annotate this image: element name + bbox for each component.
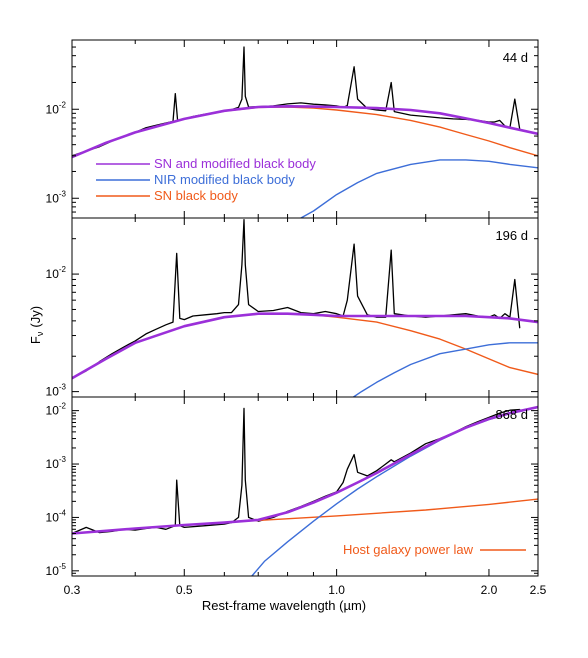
epoch-label: 196 d: [495, 228, 528, 243]
y-tick-mantissa: 10: [46, 102, 60, 116]
y-tick-mantissa: 10: [46, 385, 60, 399]
epoch-label: 44 d: [503, 50, 528, 65]
series-combined-line: [72, 312, 538, 380]
y-axis-label: Fν (Jy): [28, 306, 45, 344]
panel-2-frame: [71, 217, 539, 398]
y-tick-mantissa: 10: [46, 267, 60, 281]
y-tick-label: 10-3: [46, 455, 67, 471]
x-tick-label: 1.0: [328, 583, 345, 597]
y-tick-label: 10-4: [46, 508, 67, 524]
y-tick-exponent: -3: [59, 189, 67, 198]
x-tick-label: 2.0: [481, 583, 498, 597]
y-tick-label: 10-2: [46, 100, 67, 116]
y-tick-exponent: -2: [59, 265, 67, 274]
y-tick-label: 10-3: [46, 383, 67, 399]
series-combined-line: [72, 105, 538, 159]
y-tick-mantissa: 10: [46, 510, 60, 524]
y-tick-exponent: -5: [59, 562, 67, 571]
x-tick-label: 2.5: [530, 583, 547, 597]
y-tick-label: 10-2: [46, 402, 67, 418]
panel-2-series: [72, 219, 538, 397]
x-axis-label: Rest-frame wavelength (µm): [202, 598, 366, 613]
series-sn-line: [72, 106, 538, 158]
y-axis-label-subscript: ν: [35, 331, 45, 336]
series-spectrum-line: [72, 46, 521, 157]
legend-label-sn: SN black body: [154, 188, 238, 203]
y-tick-mantissa: 10: [46, 457, 60, 471]
series-spectrum-line: [72, 407, 521, 535]
legend-label-nir: NIR modified black body: [154, 172, 295, 187]
series-nir-line: [300, 159, 538, 218]
y-tick-exponent: -2: [59, 100, 67, 109]
y-tick-mantissa: 10: [46, 404, 60, 418]
x-tick-label: 0.5: [176, 583, 193, 597]
y-axis-label-unit: (Jy): [28, 306, 43, 328]
series-spectrum-line: [72, 219, 521, 379]
series-sn-line: [72, 313, 538, 379]
epoch-label: 868 d: [495, 407, 528, 422]
panel-1-series: [72, 46, 538, 218]
y-tick-mantissa: 10: [46, 191, 60, 205]
panel-3-series: [72, 405, 538, 576]
y-tick-label: 10-3: [46, 189, 67, 205]
panel-1: 10-310-244 dSN and modified black bodyNI…: [46, 39, 539, 219]
legend-label-combined: SN and modified black body: [154, 156, 316, 171]
legend-label-host: Host galaxy power law: [343, 542, 474, 557]
series-combined-line: [72, 405, 538, 535]
x-tick-label: 0.3: [64, 583, 81, 597]
y-tick-mantissa: 10: [46, 564, 60, 578]
y-tick-exponent: -2: [59, 402, 67, 411]
y-tick-exponent: -3: [59, 455, 67, 464]
panel-3-frame: [71, 396, 539, 577]
series-nir-line: [352, 342, 538, 397]
y-tick-label: 10-5: [46, 562, 67, 578]
y-tick-label: 10-2: [46, 265, 67, 281]
y-tick-exponent: -4: [59, 508, 67, 517]
y-axis-label-main: F: [28, 336, 43, 344]
y-tick-exponent: -3: [59, 383, 67, 392]
